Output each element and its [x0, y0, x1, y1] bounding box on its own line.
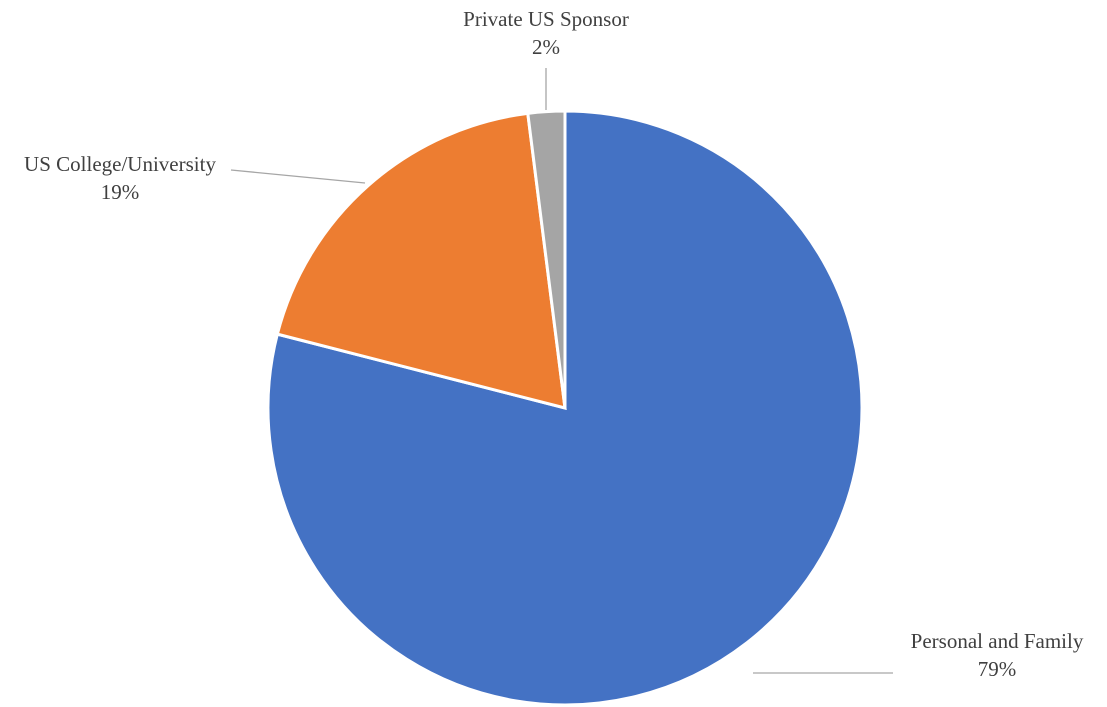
- slice-value-label: 19%: [101, 180, 140, 204]
- slice-category-label: Private US Sponsor: [463, 7, 629, 31]
- pie-slices: [266, 109, 864, 707]
- slice-value-label: 2%: [532, 35, 560, 59]
- leader-line-us-college-university: [230, 169, 366, 184]
- leader-lines: [230, 68, 893, 674]
- pie-slice-private-us-sponsor: [526, 109, 567, 409]
- pie-slice-us-college-university: [275, 111, 567, 411]
- slice-value-label: 79%: [978, 657, 1017, 681]
- slice-category-label: US College/University: [24, 152, 216, 176]
- pie-slice-personal-and-family: [266, 109, 864, 707]
- slice-category-label: Personal and Family: [911, 629, 1084, 653]
- slice-labels: Personal and Family 79% US College/Univers…: [24, 7, 1084, 681]
